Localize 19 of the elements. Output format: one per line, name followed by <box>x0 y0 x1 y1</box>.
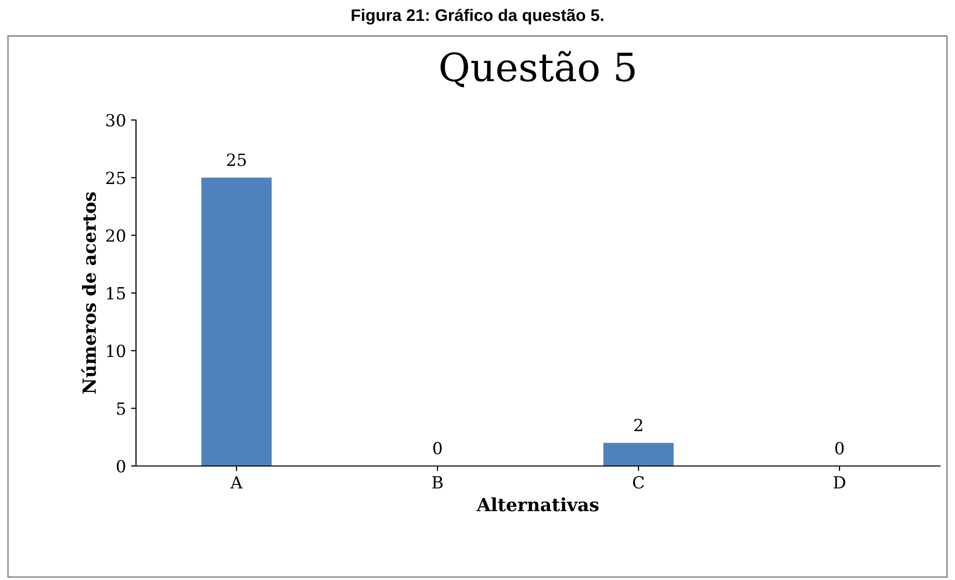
data-label: 2 <box>634 418 642 432</box>
data-label: 0 <box>835 442 844 454</box>
text: Figura 21: Gráfico da questão 5. <box>352 8 604 24</box>
x-tick-label: D <box>834 476 846 488</box>
y-tick-label: 25 <box>106 172 125 184</box>
y-tick-label: 0 <box>116 460 126 473</box>
x-tick-label: C <box>633 476 644 489</box>
y-tick-label: 15 <box>107 286 125 300</box>
chart-title: Questão 5 <box>440 50 635 88</box>
data-label: 0 <box>433 442 442 454</box>
x-axis-title: Alternativas <box>476 497 599 512</box>
x-tick-label: B <box>432 476 443 488</box>
y-tick-label: 5 <box>117 402 125 415</box>
y-tick-label: 10 <box>107 344 126 358</box>
y-axis-title: Números de acertos <box>81 192 96 394</box>
y-tick-label: 20 <box>106 229 126 242</box>
data-label: 25 <box>227 153 246 166</box>
y-tick-label: 30 <box>106 114 126 127</box>
x-tick-label: A <box>230 476 243 488</box>
